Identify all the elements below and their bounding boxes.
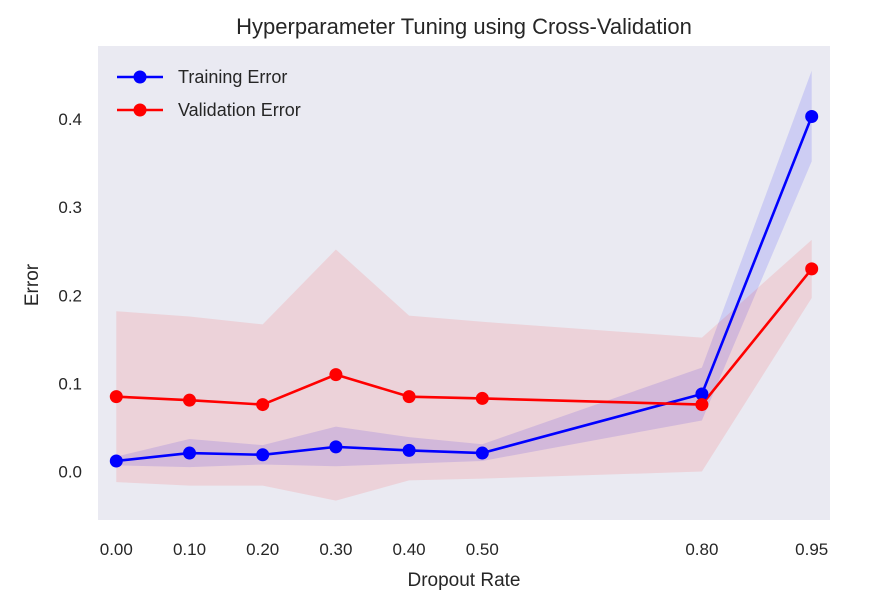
- validation-error-point: [805, 262, 819, 276]
- plot-area: [98, 46, 830, 520]
- x-tick-label: 0.00: [100, 540, 133, 559]
- y-tick-label: 0.0: [58, 463, 82, 482]
- training-error-point: [329, 440, 343, 454]
- training-error-point: [475, 446, 489, 460]
- training-error-point: [256, 448, 270, 462]
- validation-error-point: [402, 390, 416, 404]
- training-error-point: [805, 109, 819, 123]
- legend-label-validation-error: Validation Error: [178, 100, 301, 120]
- training-error-point: [402, 443, 416, 457]
- series-points: [109, 109, 819, 468]
- series-lines: [116, 116, 813, 463]
- y-tick-label: 0.4: [58, 110, 82, 129]
- x-tick-label: 0.50: [466, 540, 499, 559]
- chart-title: Hyperparameter Tuning using Cross-Valida…: [236, 14, 692, 39]
- x-axis-ticks: 0.00 0.10 0.20 0.30 0.40 0.50 0.80 0.95: [100, 540, 828, 559]
- validation-error-point: [183, 393, 196, 407]
- y-axis-ticks: 0.0 0.1 0.2 0.3 0.4: [58, 110, 82, 481]
- validation-error-band: [116, 239, 812, 501]
- legend: Training Error Validation Error: [117, 67, 301, 120]
- y-tick-label: 0.3: [58, 198, 82, 217]
- confidence-bands: [116, 70, 812, 501]
- training-error-point: [183, 446, 196, 460]
- x-tick-label: 0.10: [173, 540, 206, 559]
- x-tick-label: 0.20: [246, 540, 279, 559]
- legend-marker-training-error: [133, 70, 147, 84]
- validation-error-point: [475, 391, 489, 405]
- validation-error-point: [695, 398, 709, 412]
- x-tick-label: 0.40: [393, 540, 426, 559]
- validation-error-point: [329, 368, 343, 382]
- training-error-point: [695, 387, 709, 401]
- training-error-point: [109, 454, 123, 468]
- y-tick-label: 0.1: [58, 374, 82, 393]
- legend-marker-validation-error: [133, 103, 147, 117]
- validation-error-line: [116, 268, 813, 406]
- x-tick-label: 0.80: [685, 540, 718, 559]
- y-axis-label: Error: [22, 263, 43, 306]
- x-axis-label: Dropout Rate: [407, 570, 520, 591]
- validation-error-point: [109, 390, 123, 404]
- legend-label-training-error: Training Error: [178, 67, 287, 87]
- x-tick-label: 0.30: [319, 540, 352, 559]
- y-tick-label: 0.2: [58, 286, 82, 305]
- validation-error-point: [256, 398, 270, 412]
- x-tick-label: 0.95: [795, 540, 828, 559]
